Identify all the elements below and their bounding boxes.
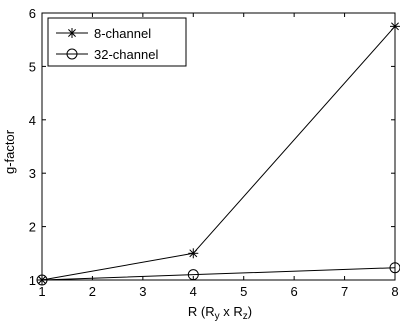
legend-marker-2 [66,48,78,60]
x-axis-label-part: x R [220,304,243,319]
series-1-point [390,21,400,32]
x-tick-label: 5 [240,284,247,299]
legend-label-1: 8-channel [94,26,151,41]
x-tick-label: 1 [38,284,45,299]
series-line-2 [41,267,396,281]
y-axis-label: g-factor [2,129,17,174]
series-2-point [36,274,48,286]
legend-label-2: 32-channel [94,47,158,62]
y-tick-label: 6 [29,6,36,21]
x-tick-label: 8 [391,284,398,299]
y-tick-label: 3 [29,166,36,181]
series-2-point [389,262,400,274]
legend-marker-1 [67,28,77,38]
axes-box [41,12,396,281]
y-tick-label: 5 [29,59,36,74]
x-tick-label: 2 [89,284,96,299]
x-axis-label-part: R (R [188,304,215,319]
x-tick-label: 6 [291,284,298,299]
series-2-point [187,269,199,281]
x-axis-label-subscript: z [243,311,248,322]
x-tick-label: 3 [139,284,146,299]
x-axis-label-part: ) [248,304,252,319]
y-tick-label: 2 [29,220,36,235]
y-tick-label: 1 [29,273,36,288]
legend-box [47,17,187,67]
plot-area: 1 2 3 4 5 6 7 8 1 2 3 4 5 6 8-channel 32-channel [29,6,400,299]
x-tick-label: 4 [190,284,197,299]
series-1-point [188,248,199,259]
x-tick-label: 7 [341,284,348,299]
y-tick-label: 4 [29,113,36,128]
x-axis-label-subscript: y [215,311,220,322]
x-axis-label: R (Ry x Rz) [188,304,252,322]
